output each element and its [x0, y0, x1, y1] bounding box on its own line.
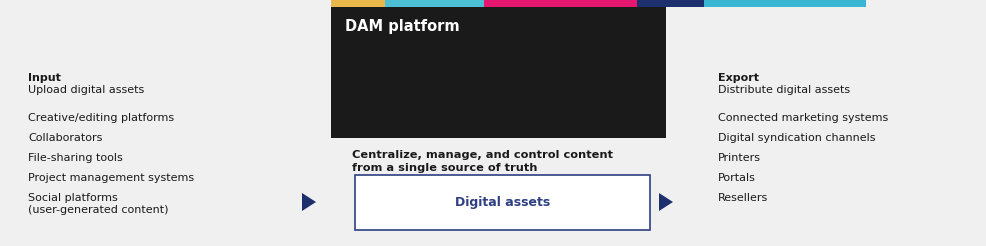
Text: Input: Input — [28, 73, 61, 83]
Text: Printers: Printers — [718, 153, 761, 163]
Text: Centralize, manage, and control content
from a single source of truth: Centralize, manage, and control content … — [352, 150, 613, 173]
Bar — [704, 0, 866, 7]
Text: Export: Export — [718, 73, 759, 83]
Bar — [355, 175, 650, 230]
Text: Collaborators: Collaborators — [28, 133, 103, 143]
Text: Digital assets: Digital assets — [455, 196, 550, 209]
Text: Social platforms
(user-generated content): Social platforms (user-generated content… — [28, 193, 169, 215]
Text: Resellers: Resellers — [718, 193, 768, 203]
Text: Upload digital assets: Upload digital assets — [28, 85, 144, 95]
Polygon shape — [659, 193, 673, 211]
Text: Digital syndication channels: Digital syndication channels — [718, 133, 876, 143]
Text: File-sharing tools: File-sharing tools — [28, 153, 122, 163]
Bar — [385, 0, 484, 7]
Bar — [484, 0, 637, 7]
Text: Portals: Portals — [718, 173, 756, 183]
Text: Creative/editing platforms: Creative/editing platforms — [28, 113, 175, 123]
Bar — [331, 0, 666, 138]
Text: Connected marketing systems: Connected marketing systems — [718, 113, 888, 123]
Text: Project management systems: Project management systems — [28, 173, 194, 183]
Bar — [331, 0, 385, 7]
Polygon shape — [302, 193, 316, 211]
Text: DAM platform: DAM platform — [345, 19, 459, 34]
Bar — [637, 0, 704, 7]
Text: Distribute digital assets: Distribute digital assets — [718, 85, 850, 95]
